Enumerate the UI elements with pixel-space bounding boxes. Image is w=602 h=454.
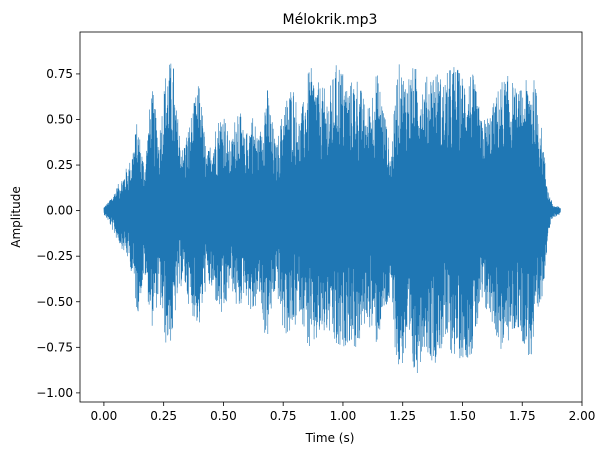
y-tick-label: −1.00 (36, 386, 73, 400)
x-tick-label: 2.00 (569, 409, 596, 423)
y-axis-label: Amplitude (9, 186, 23, 248)
x-axis-label: Time (s) (305, 431, 355, 445)
x-tick-label: 0.00 (91, 409, 118, 423)
chart-title: Mélokrik.mp3 (283, 12, 378, 28)
y-tick-label: −0.75 (36, 340, 73, 354)
axes-frame (79, 31, 583, 403)
y-tick-label: 0.00 (46, 204, 73, 218)
x-tick-label: 1.75 (509, 409, 536, 423)
x-tick-label: 0.75 (270, 409, 297, 423)
x-axis-ticks: 0.00 0.25 0.50 0.75 1.00 1.25 1.50 1.75 2.00 (91, 402, 596, 423)
y-axis-ticks: −1.00 −0.75 −0.50 −0.25 0.00 0.25 0.50 0.75 (36, 67, 80, 400)
y-tick-label: 0.25 (46, 158, 73, 172)
x-tick-label: 0.25 (150, 409, 177, 423)
x-tick-label: 1.50 (449, 409, 476, 423)
y-tick-label: 0.50 (46, 112, 73, 126)
x-tick-label: 1.25 (389, 409, 416, 423)
waveform-line (103, 63, 561, 373)
x-tick-label: 0.50 (210, 409, 237, 423)
y-tick-label: −0.50 (36, 295, 73, 309)
y-tick-label: −0.25 (36, 249, 73, 263)
plot-area (103, 63, 561, 373)
y-tick-label: 0.75 (46, 67, 73, 81)
x-tick-label: 1.00 (330, 409, 357, 423)
